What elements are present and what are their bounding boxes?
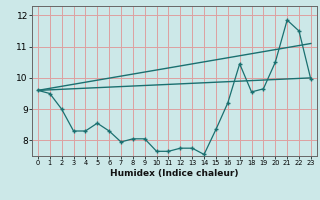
X-axis label: Humidex (Indice chaleur): Humidex (Indice chaleur): [110, 169, 239, 178]
